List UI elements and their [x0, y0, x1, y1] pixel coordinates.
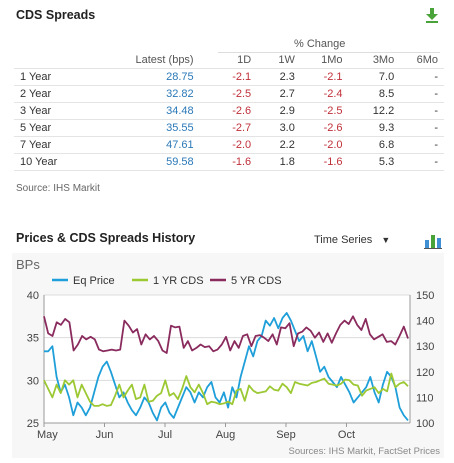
row-3mo: 7.0	[342, 68, 395, 86]
right-tick-label: 150	[416, 290, 434, 302]
pct-change-header: % Change	[294, 38, 346, 50]
row-1d: -2.1	[193, 68, 252, 86]
row-1d: -2.5	[193, 85, 252, 103]
table-header-row: Latest (bps) 1D 1W 1Mo 3Mo 6Mo	[14, 52, 444, 69]
legend: Eq Price 1 YR CDS 5 YR CDS	[52, 275, 282, 287]
row-1d: -2.0	[193, 136, 252, 154]
cds-spreads-title: CDS Spreads	[16, 8, 96, 22]
time-series-select-value: Time Series	[314, 234, 373, 246]
row-1mo: -2.1	[294, 68, 343, 86]
history-chart: BPs Eq Price 1 YR CDS 5 YR CDS 40 35 30 25 1…	[12, 253, 444, 458]
row-6mo: -	[394, 153, 444, 171]
cds-source: Source: IHS Markit	[16, 183, 100, 194]
row-latest: 47.61	[109, 136, 194, 154]
row-3mo: 9.3	[342, 119, 395, 137]
row-3mo: 6.8	[342, 136, 395, 154]
chevron-down-icon: ▼	[381, 235, 391, 245]
row-1w: 3.0	[251, 119, 295, 137]
row-1mo: -2.6	[294, 119, 343, 137]
legend-label-eq-price: Eq Price	[73, 275, 115, 287]
right-tick-label: 110	[416, 392, 434, 404]
row-term: 2 Year	[14, 85, 110, 103]
series-line-1yr-cds	[43, 372, 409, 407]
row-6mo: -	[394, 85, 444, 103]
x-tick-label: Sep	[276, 429, 296, 441]
row-1d: -1.6	[193, 153, 252, 171]
row-term: 5 Year	[14, 119, 110, 137]
row-1w: 2.7	[251, 85, 295, 103]
legend-label-1yr-cds: 1 YR CDS	[153, 275, 204, 287]
table-row: 3 Year 34.48 -2.6 2.9 -2.5 12.2 -	[14, 102, 444, 120]
row-6mo: -	[394, 136, 444, 154]
x-tick-label: Jun	[96, 429, 114, 441]
series-line-5yr-cds	[43, 315, 409, 354]
table-row: 7 Year 47.61 -2.0 2.2 -2.0 6.8 -	[14, 136, 444, 154]
row-1mo: -2.4	[294, 85, 343, 103]
series-lines	[43, 312, 409, 422]
table-header-1w: 1W	[251, 52, 295, 69]
x-tick-label: Aug	[216, 429, 236, 441]
row-6mo: -	[394, 68, 444, 86]
table-row: 1 Year 28.75 -2.1 2.3 -2.1 7.0 -	[14, 68, 444, 86]
table-header-3mo: 3Mo	[342, 52, 395, 69]
row-1d: -2.7	[193, 119, 252, 137]
row-latest: 34.48	[109, 102, 194, 120]
row-1mo: -2.5	[294, 102, 343, 120]
x-tick-label: Oct	[338, 429, 355, 441]
x-tick-label: May	[37, 429, 58, 441]
row-1w: 1.8	[251, 153, 295, 171]
row-latest: 59.58	[109, 153, 194, 171]
cds-table: Latest (bps) 1D 1W 1Mo 3Mo 6Mo 1 Year 28…	[14, 52, 444, 171]
right-tick-label: 140	[416, 316, 434, 328]
row-3mo: 12.2	[342, 102, 395, 120]
row-latest: 35.55	[109, 119, 194, 137]
right-tick-label: 130	[416, 341, 434, 353]
axes: 40 35 30 25 150 140 130 120 110 100 May Jun Jul Aug Se…	[27, 290, 435, 441]
table-header-6mo: 6Mo	[394, 52, 444, 69]
chart-type-icon[interactable]	[424, 231, 442, 249]
row-1w: 2.9	[251, 102, 295, 120]
legend-label-5yr-cds: 5 YR CDS	[231, 275, 282, 287]
left-tick-label: 35	[27, 333, 39, 345]
right-tick-label: 120	[416, 367, 434, 379]
history-title: Prices & CDS Spreads History	[16, 231, 196, 245]
row-1w: 2.2	[251, 136, 295, 154]
row-1mo: -1.6	[294, 153, 343, 171]
row-latest: 28.75	[109, 68, 194, 86]
history-chart-svg: BPs Eq Price 1 YR CDS 5 YR CDS 40 35 30 25 1…	[16, 257, 440, 457]
series-line-eq-price	[44, 312, 409, 422]
row-term: 3 Year	[14, 102, 110, 120]
table-header-term	[14, 52, 110, 69]
row-6mo: -	[394, 102, 444, 120]
left-tick-label: 25	[27, 418, 39, 430]
row-6mo: -	[394, 119, 444, 137]
table-header-1d: 1D	[193, 52, 252, 69]
row-1d: -2.6	[193, 102, 252, 120]
time-series-select[interactable]: Time Series ▼	[314, 234, 390, 246]
row-latest: 32.82	[109, 85, 194, 103]
row-term: 1 Year	[14, 68, 110, 86]
row-term: 7 Year	[14, 136, 110, 154]
row-term: 10 Year	[14, 153, 110, 171]
right-tick-label: 100	[416, 418, 434, 430]
left-tick-label: 40	[27, 290, 39, 302]
table-row: 2 Year 32.82 -2.5 2.7 -2.4 8.5 -	[14, 85, 444, 103]
table-row: 5 Year 35.55 -2.7 3.0 -2.6 9.3 -	[14, 119, 444, 137]
download-icon[interactable]	[424, 7, 440, 23]
left-tick-label: 30	[27, 375, 39, 387]
bps-axis-label: BPs	[16, 257, 40, 272]
table-header-1mo: 1Mo	[294, 52, 343, 69]
row-1w: 2.3	[251, 68, 295, 86]
table-header-latest: Latest (bps)	[109, 52, 194, 69]
chart-source: Sources: IHS Markit, FactSet Prices	[288, 446, 440, 457]
row-3mo: 8.5	[342, 85, 395, 103]
row-1mo: -2.0	[294, 136, 343, 154]
table-row: 10 Year 59.58 -1.6 1.8 -1.6 5.3 -	[14, 153, 444, 171]
row-3mo: 5.3	[342, 153, 395, 171]
x-tick-label: Jul	[158, 429, 172, 441]
